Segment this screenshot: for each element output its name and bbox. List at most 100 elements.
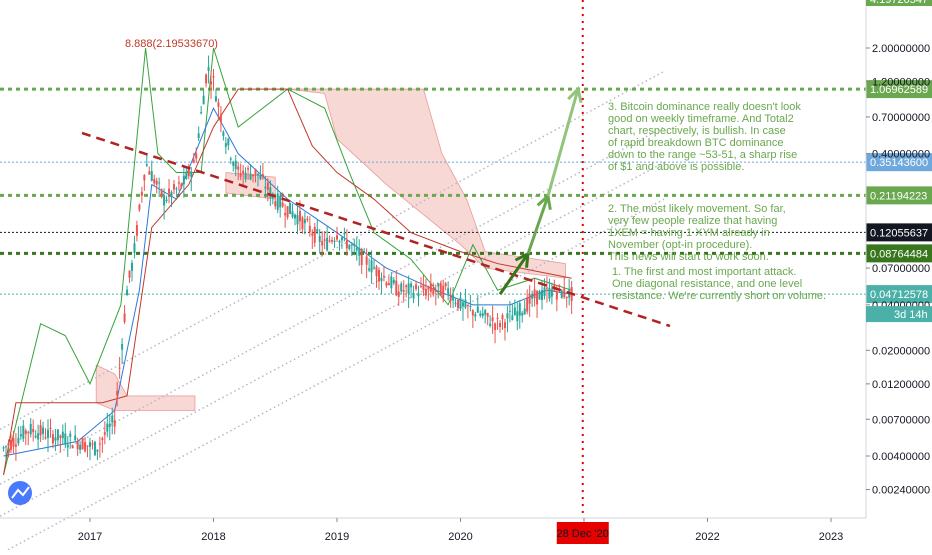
candle-body	[56, 429, 59, 441]
candle-body	[531, 293, 534, 299]
top-cut-label: 4.19720547	[870, 0, 928, 6]
candle-body	[22, 425, 25, 439]
candle-body	[491, 317, 494, 322]
candle-body	[261, 174, 264, 177]
candle-body	[565, 296, 568, 299]
candle-body	[79, 444, 82, 450]
y-tick-label: 0.00400000	[872, 451, 930, 463]
candle-body	[130, 262, 133, 271]
candle-body	[560, 290, 563, 298]
candle-body	[190, 171, 193, 177]
candle-body	[380, 277, 383, 282]
candle-body	[555, 292, 558, 300]
candle-body	[457, 299, 460, 309]
candle-body	[9, 440, 12, 450]
candle-body	[42, 427, 45, 434]
candle-body	[239, 173, 242, 177]
candle-body	[313, 227, 316, 243]
candle-body	[350, 244, 353, 246]
candle-body	[7, 443, 10, 446]
arrow-head-2	[567, 86, 583, 104]
candle-body	[518, 303, 521, 316]
candle-body	[422, 284, 425, 291]
candle-body	[200, 112, 203, 114]
candle-body	[49, 427, 52, 429]
candle-body	[303, 219, 306, 224]
candle-body	[471, 310, 474, 316]
candle-body	[279, 195, 282, 208]
y-tick-label: 0.00700000	[872, 414, 930, 426]
candle-body	[419, 285, 422, 287]
candle-body	[222, 131, 225, 137]
annotation-note2-line: November (opt-in procedure).	[608, 239, 752, 251]
candle-body	[140, 191, 143, 196]
candle-body	[323, 239, 326, 241]
candle-body	[266, 182, 269, 190]
candle-body	[98, 443, 101, 445]
y-tick-label: 2.00000000	[872, 43, 930, 55]
price-label-box-0	[866, 80, 932, 99]
candle-body	[66, 444, 69, 448]
y-tick-label: 0.01200000	[872, 379, 930, 391]
channel-line-2	[0, 161, 665, 517]
x-tick-label: 2018	[201, 531, 225, 543]
candle-body	[348, 244, 351, 249]
candle-body	[259, 174, 262, 180]
candle-body	[172, 184, 175, 190]
candle-body	[54, 437, 57, 441]
cloud-area-0	[95, 364, 196, 411]
candle-body	[44, 437, 47, 439]
x-tick-label: 2020	[448, 531, 472, 543]
candle-body	[373, 267, 376, 269]
candle-body	[150, 171, 153, 182]
candle-body	[513, 307, 516, 315]
channel-line-0	[0, 126, 665, 485]
candle-body	[563, 287, 566, 297]
candle-body	[252, 174, 255, 177]
candle-body	[447, 288, 450, 294]
candle-body	[523, 308, 526, 315]
candle-body	[121, 343, 124, 350]
candle-body	[86, 445, 89, 447]
candle-body	[481, 313, 484, 317]
candle-body	[479, 313, 482, 316]
candle-body	[192, 159, 195, 163]
candle-body	[27, 431, 30, 433]
candle-body	[501, 315, 504, 320]
candle-body	[484, 310, 487, 315]
candle-body	[212, 76, 215, 78]
candle-body	[153, 178, 156, 184]
candle-body	[158, 182, 161, 184]
candle-body	[338, 240, 341, 243]
candle-body	[474, 314, 477, 317]
candle-body	[333, 240, 336, 242]
candle-body	[197, 133, 200, 139]
candle-body	[133, 243, 136, 253]
candle-body	[410, 283, 413, 288]
candle-body	[390, 276, 393, 289]
candle-body	[439, 282, 442, 296]
candle-body	[182, 175, 185, 185]
candles	[2, 55, 573, 461]
candle-body	[397, 291, 400, 297]
candle-body	[294, 214, 297, 219]
candle-body	[96, 449, 99, 452]
price-label-box-1	[866, 153, 932, 172]
horizontal-levels: 1.06962589 0.35143600 0.21194223 0.12055637…	[0, 80, 932, 304]
candle-body	[326, 237, 329, 251]
candle-body	[81, 438, 84, 450]
candle-body	[185, 172, 188, 179]
annotation-note3-line: chart, respectively, is bullish. In case	[608, 125, 786, 137]
price-label-1: 0.35143600	[870, 157, 928, 169]
candle-body	[382, 276, 385, 278]
candle-body	[412, 292, 415, 299]
price-label-0: 1.06962589	[870, 84, 928, 96]
candle-body	[128, 270, 131, 278]
candle-body	[237, 166, 240, 170]
candle-body	[368, 268, 371, 271]
x-tick-label: 2019	[325, 531, 349, 543]
price-label-4: 0.08764484	[870, 248, 928, 260]
candle-body	[516, 311, 519, 322]
